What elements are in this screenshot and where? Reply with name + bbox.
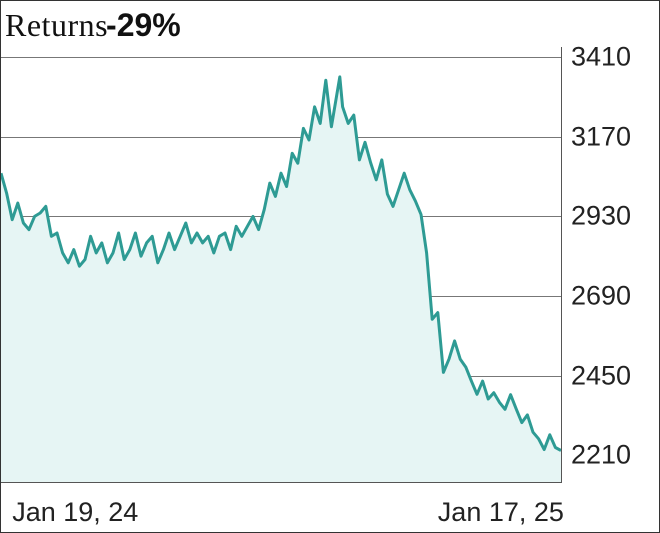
y-tick-label: 3410: [571, 41, 631, 72]
y-tick-label: 2210: [571, 440, 631, 471]
chart-frame: Returns -29% 2210 2450 2690 2930 3170 3410 Ja…: [0, 0, 660, 533]
y-tick-label: 3170: [571, 121, 631, 152]
return-value: -29%: [106, 7, 181, 43]
y-tick-label: 2690: [571, 281, 631, 312]
y-tick-label: 2930: [571, 201, 631, 232]
y-tick-label: 2450: [571, 360, 631, 391]
chart-title: Returns -29%: [5, 7, 181, 44]
plot-area: [1, 47, 562, 483]
x-tick-label: Jan 19, 24: [12, 497, 138, 528]
x-tick-label: Jan 17, 25: [438, 497, 564, 528]
return-label: Returns: [5, 7, 108, 43]
area-fill: [1, 77, 561, 482]
line-chart: [1, 47, 561, 482]
